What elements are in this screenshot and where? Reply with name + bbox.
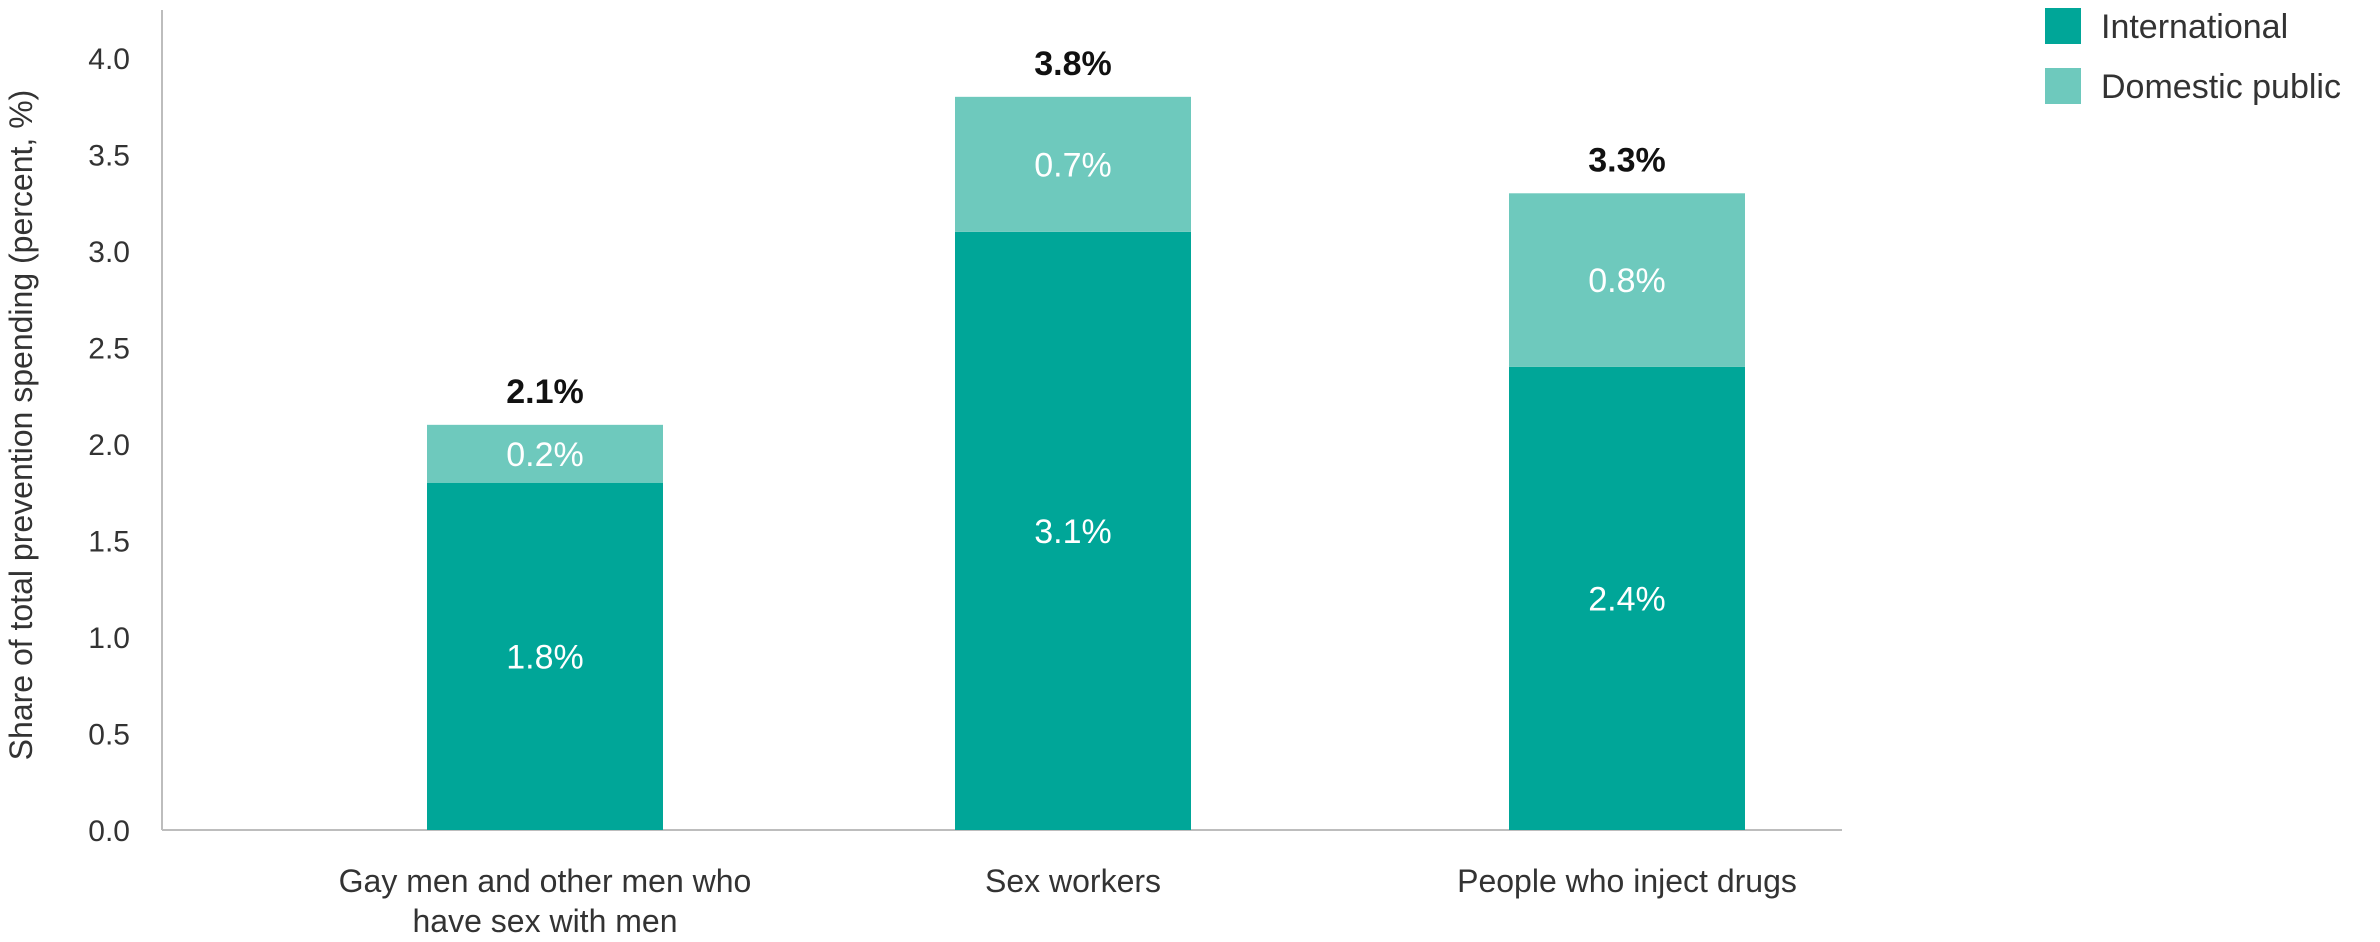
bar-segment-international xyxy=(955,231,1191,831)
y-tick-label: 4.0 xyxy=(88,43,130,76)
legend-label: International xyxy=(2101,8,2288,46)
segment-value-label: 1.8% xyxy=(506,638,584,676)
bar-segment-international xyxy=(1509,366,1745,830)
y-axis-label: Share of total prevention spending (perc… xyxy=(3,90,39,761)
x-category-label: People who inject drugs xyxy=(1457,863,1797,899)
legend-label: Domestic public xyxy=(2101,68,2341,106)
segment-value-label: 0.2% xyxy=(506,436,584,474)
x-category-label-line: People who inject drugs xyxy=(1457,863,1797,899)
x-category-label-line: Sex workers xyxy=(985,863,1161,899)
chart-bars xyxy=(427,96,1745,831)
legend-swatch xyxy=(2045,68,2081,104)
legend-swatch xyxy=(2045,8,2081,44)
bar-segment-domestic-public xyxy=(955,96,1191,232)
y-tick-label: 2.5 xyxy=(88,333,130,366)
bar-segment-international xyxy=(427,482,663,830)
x-category-label: Sex workers xyxy=(985,863,1161,899)
y-tick-label: 0.5 xyxy=(88,719,130,752)
segment-value-label: 2.4% xyxy=(1588,580,1666,618)
segment-value-label: 0.7% xyxy=(1034,146,1112,184)
y-tick-label: 0.0 xyxy=(88,815,130,848)
y-tick-label: 3.0 xyxy=(88,236,130,269)
bar-segment-domestic-public xyxy=(427,424,663,483)
bar-total-label: 2.1% xyxy=(506,373,584,411)
y-tick-label: 3.5 xyxy=(88,140,130,173)
bar-segment-domestic-public xyxy=(1509,193,1745,367)
chart-legend: International Domestic public xyxy=(2045,8,2341,106)
chart-data-labels: 1.8% 0.2% 2.1% 3.1% 0.7% 3.8% 2.4% 0.8% 3.3% xyxy=(506,45,1666,677)
segment-value-label: 0.8% xyxy=(1588,262,1666,300)
segment-value-label: 3.1% xyxy=(1034,513,1112,551)
y-tick-label: 1.5 xyxy=(88,526,130,559)
bar-total-label: 3.3% xyxy=(1588,141,1666,179)
x-category-label: Gay men and other men who have sex with m… xyxy=(339,863,752,939)
x-category-label-line: Gay men and other men who xyxy=(339,863,752,899)
y-tick-label: 1.0 xyxy=(88,622,130,655)
y-tick-label: 2.0 xyxy=(88,429,130,462)
chart-axes: 0.0 0.5 1.0 1.5 2.0 2.5 3.0 3.5 4.0 Share of tota… xyxy=(3,10,1842,939)
bar-total-label: 3.8% xyxy=(1034,45,1112,83)
x-category-label-line: have sex with men xyxy=(412,903,677,939)
